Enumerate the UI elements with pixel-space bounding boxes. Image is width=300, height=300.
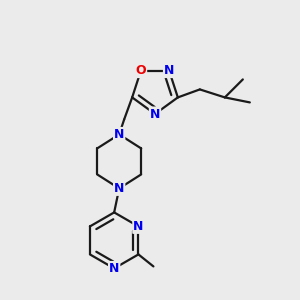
Text: N: N [109, 262, 119, 275]
Text: N: N [164, 64, 174, 77]
Text: N: N [114, 182, 124, 195]
Text: N: N [133, 220, 144, 233]
Text: N: N [114, 128, 124, 141]
Text: O: O [136, 64, 146, 77]
Text: N: N [150, 107, 160, 121]
